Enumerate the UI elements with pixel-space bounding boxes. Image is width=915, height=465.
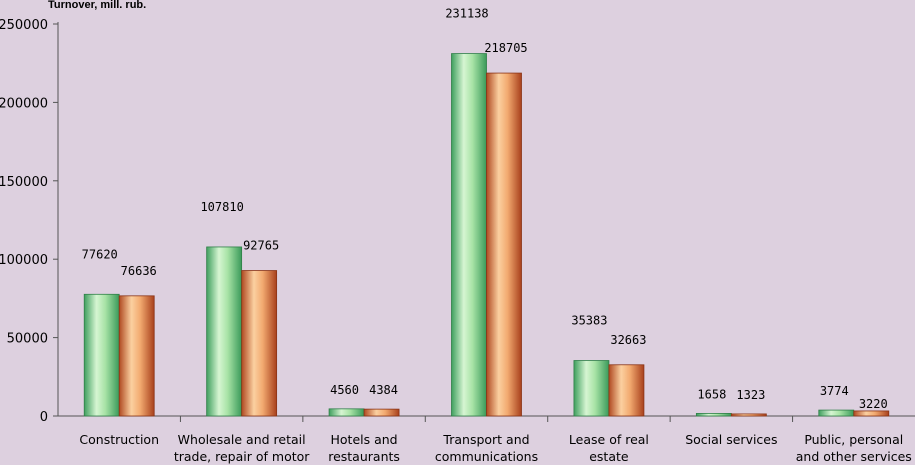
bar-series-1 — [573, 360, 610, 417]
data-label-series-1: 4560 — [330, 383, 359, 397]
y-tick-label: 200000 — [0, 96, 48, 111]
y-tick-label: 50000 — [7, 332, 48, 347]
y-tick-label: 150000 — [0, 175, 48, 190]
bar-series-1 — [83, 293, 120, 417]
category-label: and other services — [796, 449, 912, 464]
data-label-series-1: 77620 — [82, 247, 118, 261]
data-label-series-1: 231138 — [445, 7, 488, 21]
category-label: trade, repair of motor — [174, 449, 310, 464]
y-tick-label: 250000 — [0, 18, 48, 33]
data-label-series-1: 3774 — [820, 384, 849, 398]
axes: 0 50000 100000 150000 200000 250000 — [0, 18, 915, 425]
bar-series-1 — [451, 53, 487, 417]
bar-series-1 — [695, 413, 732, 417]
bar-series-2 — [853, 410, 890, 417]
bars — [83, 53, 890, 417]
data-label-series-1: 1658 — [697, 387, 726, 401]
category-label: Public, personal — [804, 432, 903, 447]
category-label: communications — [435, 449, 538, 464]
bar-series-1 — [818, 409, 855, 417]
bar-series-2 — [118, 295, 155, 417]
y-tick-label: 0 — [40, 410, 48, 425]
y-tick-label: 100000 — [0, 253, 48, 268]
y-axis-title: Turnover, mill. rub. — [48, 0, 146, 11]
data-label-series-1: 35383 — [571, 314, 607, 328]
bar-series-1 — [328, 408, 365, 417]
category-label: estate — [589, 449, 629, 464]
data-label-series-2: 92765 — [243, 239, 279, 253]
data-label-series-2: 1323 — [736, 388, 765, 402]
bar-series-2 — [486, 72, 522, 417]
category-label: Social services — [685, 432, 777, 447]
category-label: restaurants — [328, 449, 400, 464]
data-label-series-1: 107810 — [200, 200, 243, 214]
data-label-series-2: 76636 — [121, 264, 157, 278]
data-label-series-2: 3220 — [859, 397, 888, 411]
category-label: Wholesale and retail — [178, 432, 306, 447]
category-label: Transport and — [442, 432, 529, 447]
data-label-series-2: 32663 — [610, 333, 646, 347]
bar-series-1 — [206, 246, 243, 417]
category-label: Lease of real — [569, 432, 649, 447]
bar-series-2 — [730, 413, 767, 417]
data-label-series-2: 218705 — [484, 41, 527, 55]
category-label: Hotels and — [331, 432, 398, 447]
category-label: Construction — [79, 432, 159, 447]
bar-series-2 — [608, 364, 645, 417]
data-label-series-2: 4384 — [369, 383, 398, 397]
bar-series-2 — [241, 270, 278, 417]
bar-series-2 — [363, 408, 400, 417]
